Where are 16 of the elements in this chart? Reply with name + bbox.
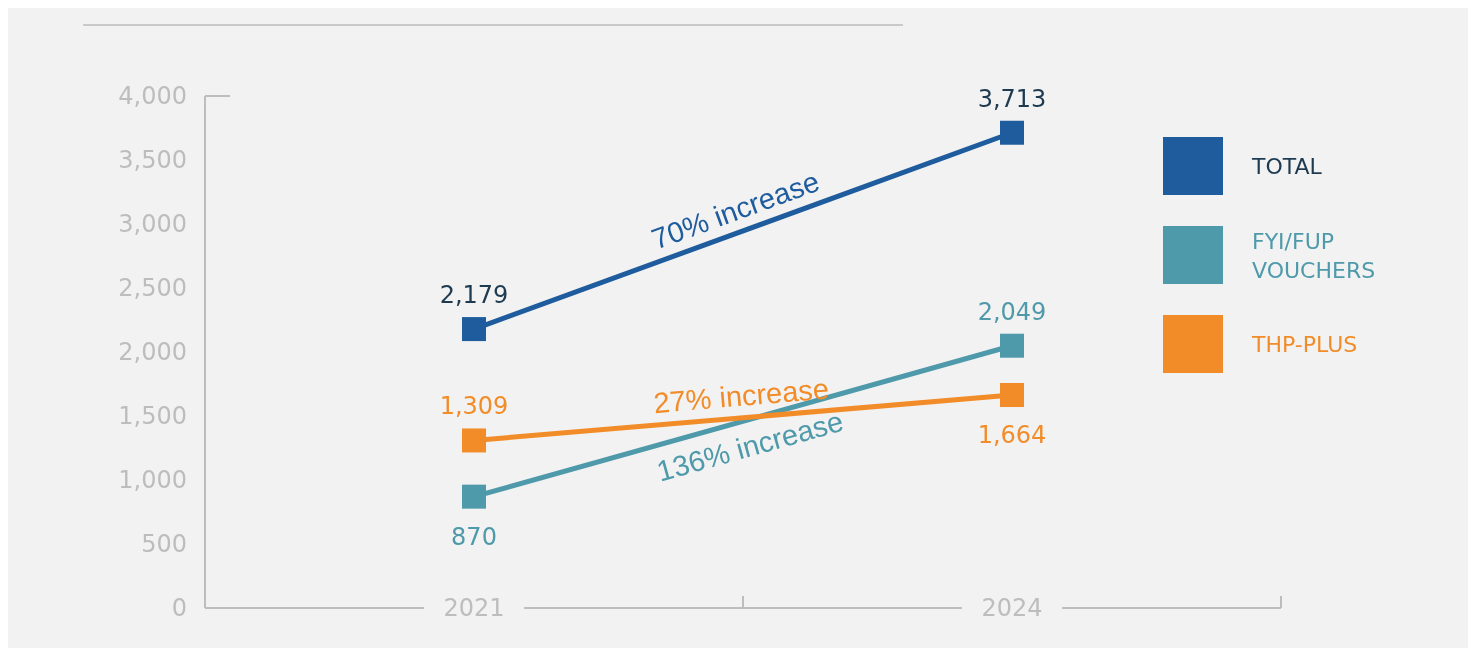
text: THP-PLUS [1251, 331, 1358, 357]
point [1000, 383, 1024, 408]
data-label: 3,713 [977, 84, 1047, 113]
point [1000, 120, 1024, 145]
data-label: 2,179 [439, 281, 509, 310]
data-label: 2,049 [977, 297, 1047, 326]
data-label: 1,309 [439, 392, 509, 421]
annotation: 70% increase [647, 165, 824, 256]
point [462, 428, 486, 453]
point [1000, 333, 1024, 358]
data-label: 1,664 [977, 421, 1047, 450]
data-label: 870 [451, 522, 497, 551]
point [462, 484, 486, 509]
text: FYI/FUP VOUCHERS [1252, 228, 1376, 282]
point [462, 317, 486, 342]
text: TOTAL [1251, 153, 1323, 179]
